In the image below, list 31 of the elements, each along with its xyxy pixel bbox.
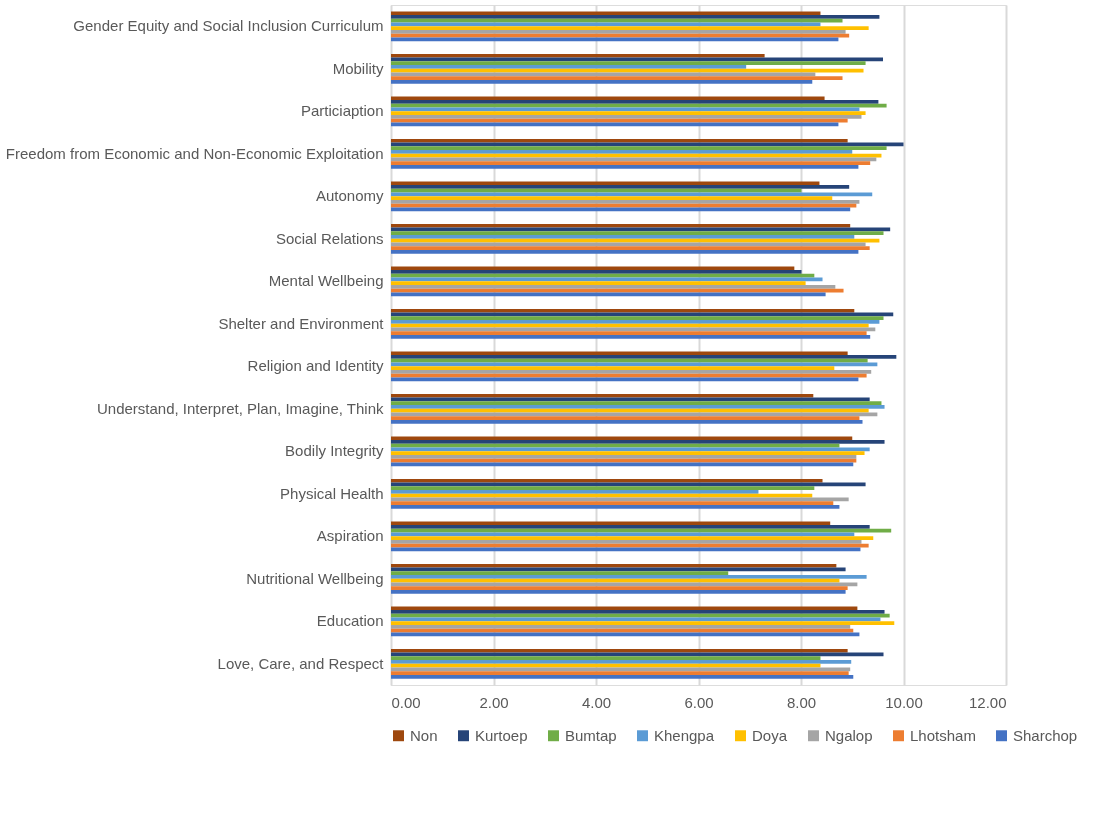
y-tick-label: Autonomy [315, 187, 384, 205]
y-tick-label: Love, Care, and Respect [217, 654, 385, 672]
y-tick-label: Understand, Interpret, Plan, Imagine, Think [96, 399, 384, 417]
legend-label: Doya [752, 726, 788, 744]
y-tick-label: Freedom from Economic and Non-Economic Exploitation [5, 144, 384, 162]
legend-label: Kurtoep [475, 726, 528, 744]
legend-label: Bumtap [565, 726, 617, 744]
x-tick-label: 0.00 [391, 693, 421, 711]
x-tick-label: 10.00 [885, 693, 923, 711]
y-tick-label: Particiaption [300, 102, 384, 120]
x-tick-label: 2.00 [479, 693, 509, 711]
y-tick-label: Physical Health [280, 484, 384, 502]
x-tick-label: 6.00 [684, 693, 714, 711]
legend-label: Ngalop [825, 726, 873, 744]
legend-label: Sharchop [1013, 726, 1078, 744]
legend-label: Khengpa [654, 726, 715, 744]
legend-label: Non [410, 726, 438, 744]
x-tick-label: 12.00 [968, 693, 1007, 711]
y-tick-label: Education [316, 612, 384, 630]
legend-label: Lhotsham [910, 726, 976, 744]
y-tick-label: Mobility [332, 59, 384, 77]
x-tick-label: 8.00 [786, 693, 817, 711]
y-tick-label: Religion and Identity [247, 357, 384, 375]
y-tick-label: Bodily Integrity [285, 442, 384, 460]
y-tick-label: Shelter and Environment [218, 314, 385, 332]
y-tick-label: Gender Equity and Social Inclusion Curriculum [73, 17, 384, 35]
y-tick-label: Aspiration [316, 527, 384, 545]
y-tick-label: Nutritional Wellbeing [246, 569, 384, 587]
x-tick-label: 4.00 [581, 693, 612, 711]
y-tick-label: Mental Wellbeing [268, 272, 384, 290]
y-tick-label: Social Relations [275, 229, 384, 247]
